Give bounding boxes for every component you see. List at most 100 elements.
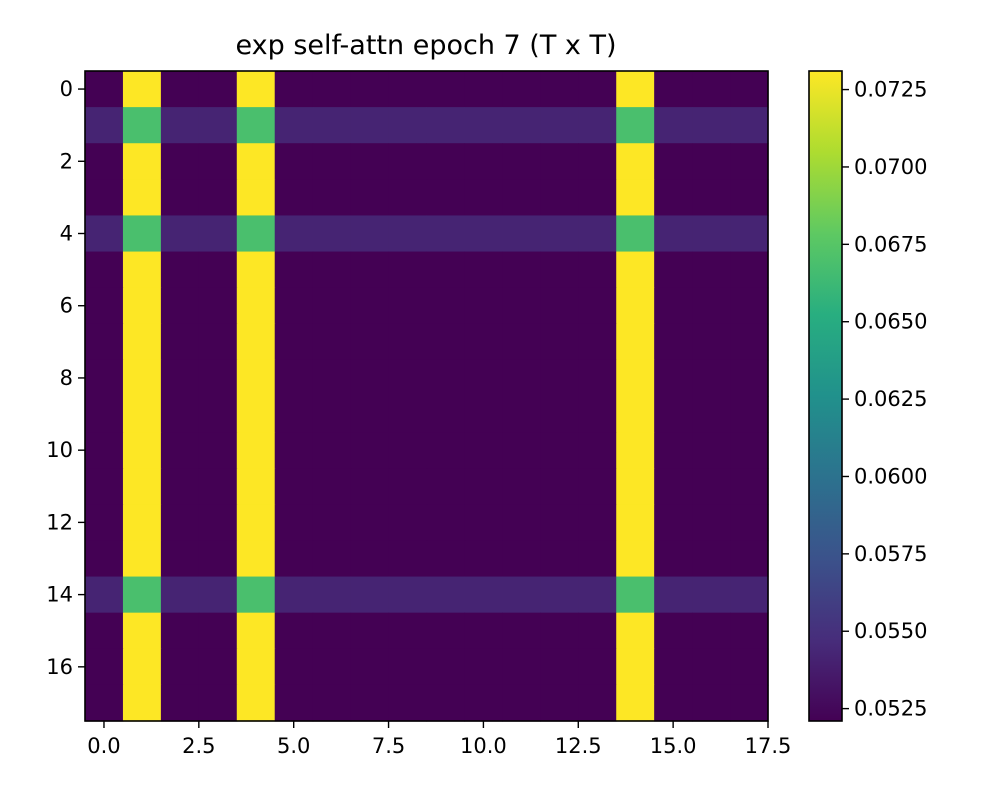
heatmap-cell-11-11 [502,468,541,505]
heatmap-cell-11-3 [198,468,238,505]
heatmap-cell-16-0 [85,648,124,686]
heatmap-cell-5-5 [274,251,314,289]
heatmap-cell-11-9 [426,468,466,505]
heatmap-cell-0-3 [198,71,238,108]
heatmap-cell-9-9 [426,396,466,433]
heatmap-cell-16-1 [122,648,162,686]
heatmap-cell-11-13 [578,468,617,505]
heatmap-cell-4-15 [654,215,693,253]
heatmap-cell-9-5 [274,396,314,433]
heatmap-cell-7-14 [616,323,655,361]
heatmap-cell-17-3 [198,684,238,722]
heatmap-cell-7-2 [160,323,200,361]
heatmap-cell-10-12 [540,432,579,469]
heatmap-cell-5-7 [350,251,390,289]
heatmap-cell-16-8 [388,648,428,686]
heatmap-cell-9-2 [160,396,200,433]
heatmap-cell-3-1 [122,179,162,217]
heatmap-cell-0-14 [616,71,655,108]
colorbar [809,71,842,721]
heatmap-cell-17-2 [160,684,200,722]
heatmap-cell-14-8 [388,576,428,614]
heatmap-cell-13-8 [388,540,428,578]
heatmap-cell-8-13 [578,359,617,397]
heatmap-cell-16-9 [426,648,466,686]
x-tick-label: 5.0 [277,734,310,758]
heatmap-cell-12-13 [578,504,617,542]
heatmap-cell-4-9 [426,215,466,253]
heatmap-cell-17-15 [654,684,693,722]
heatmap-cell-3-13 [578,179,617,217]
heatmap-cell-12-3 [198,504,238,542]
x-tick-label: 0.0 [87,734,120,758]
heatmap-cell-15-10 [464,612,503,650]
heatmap-cell-16-7 [350,648,390,686]
heatmap-cell-11-16 [692,468,731,505]
heatmap-cell-12-12 [540,504,579,542]
heatmap-cell-4-2 [160,215,200,253]
heatmap-cell-11-6 [312,468,352,505]
heatmap-cell-14-3 [198,576,238,614]
heatmap-cell-14-12 [540,576,579,614]
heatmap-cell-2-15 [654,143,693,180]
heatmap-cell-12-8 [388,504,428,542]
heatmap-cell-7-12 [540,323,579,361]
y-tick-label: 6 [60,294,73,318]
heatmap-cell-0-1 [122,71,162,108]
y-tick-label: 14 [46,583,73,607]
heatmap-cell-7-9 [426,323,466,361]
heatmap-cell-3-9 [426,179,466,217]
heatmap-cell-4-14 [616,215,655,253]
heatmap-cell-3-12 [540,179,579,217]
heatmap-cell-1-11 [502,107,541,144]
heatmap-cells [85,71,769,722]
heatmap-cell-16-6 [312,648,352,686]
heatmap-cell-16-2 [160,648,200,686]
heatmap-cell-2-6 [312,143,352,180]
heatmap-cell-17-6 [312,684,352,722]
heatmap-cell-5-11 [502,251,541,289]
heatmap-cell-16-4 [236,648,276,686]
heatmap-cell-1-14 [616,107,655,144]
heatmap-cell-14-5 [274,576,314,614]
heatmap-cell-7-4 [236,323,276,361]
heatmap-cell-10-7 [350,432,390,469]
heatmap-cell-13-16 [692,540,731,578]
heatmap-cell-13-13 [578,540,617,578]
heatmap-cell-9-12 [540,396,579,433]
heatmap-cell-6-17 [730,287,769,325]
colorbar-tick-label: 0.0725 [854,78,927,102]
heatmap-cell-0-13 [578,71,617,108]
heatmap-cell-6-10 [464,287,503,325]
heatmap-cell-11-5 [274,468,314,505]
heatmap-cell-10-9 [426,432,466,469]
heatmap-cell-4-5 [274,215,314,253]
heatmap-cell-5-12 [540,251,579,289]
heatmap-cell-7-13 [578,323,617,361]
heatmap-cell-7-0 [85,323,124,361]
heatmap-cell-1-16 [692,107,731,144]
heatmap-cell-11-14 [616,468,655,505]
plot-frame [84,70,769,722]
heatmap-cell-8-9 [426,359,466,397]
heatmap-cell-1-6 [312,107,352,144]
heatmap-cell-12-9 [426,504,466,542]
heatmap-cell-15-15 [654,612,693,650]
heatmap-cell-10-4 [236,432,276,469]
heatmap-cell-10-11 [502,432,541,469]
heatmap-cell-4-7 [350,215,390,253]
heatmap-cell-2-5 [274,143,314,180]
heatmap-cell-2-4 [236,143,276,180]
heatmap-cell-13-15 [654,540,693,578]
heatmap-cell-5-6 [312,251,352,289]
heatmap-cell-9-17 [730,396,769,433]
heatmap-cell-16-13 [578,648,617,686]
heatmap-cell-11-0 [85,468,124,505]
heatmap-cell-14-9 [426,576,466,614]
y-tick-label: 12 [46,510,73,534]
heatmap-cell-15-8 [388,612,428,650]
heatmap-cell-3-11 [502,179,541,217]
heatmap-cell-3-3 [198,179,238,217]
heatmap-cell-5-10 [464,251,503,289]
heatmap-cell-13-12 [540,540,579,578]
